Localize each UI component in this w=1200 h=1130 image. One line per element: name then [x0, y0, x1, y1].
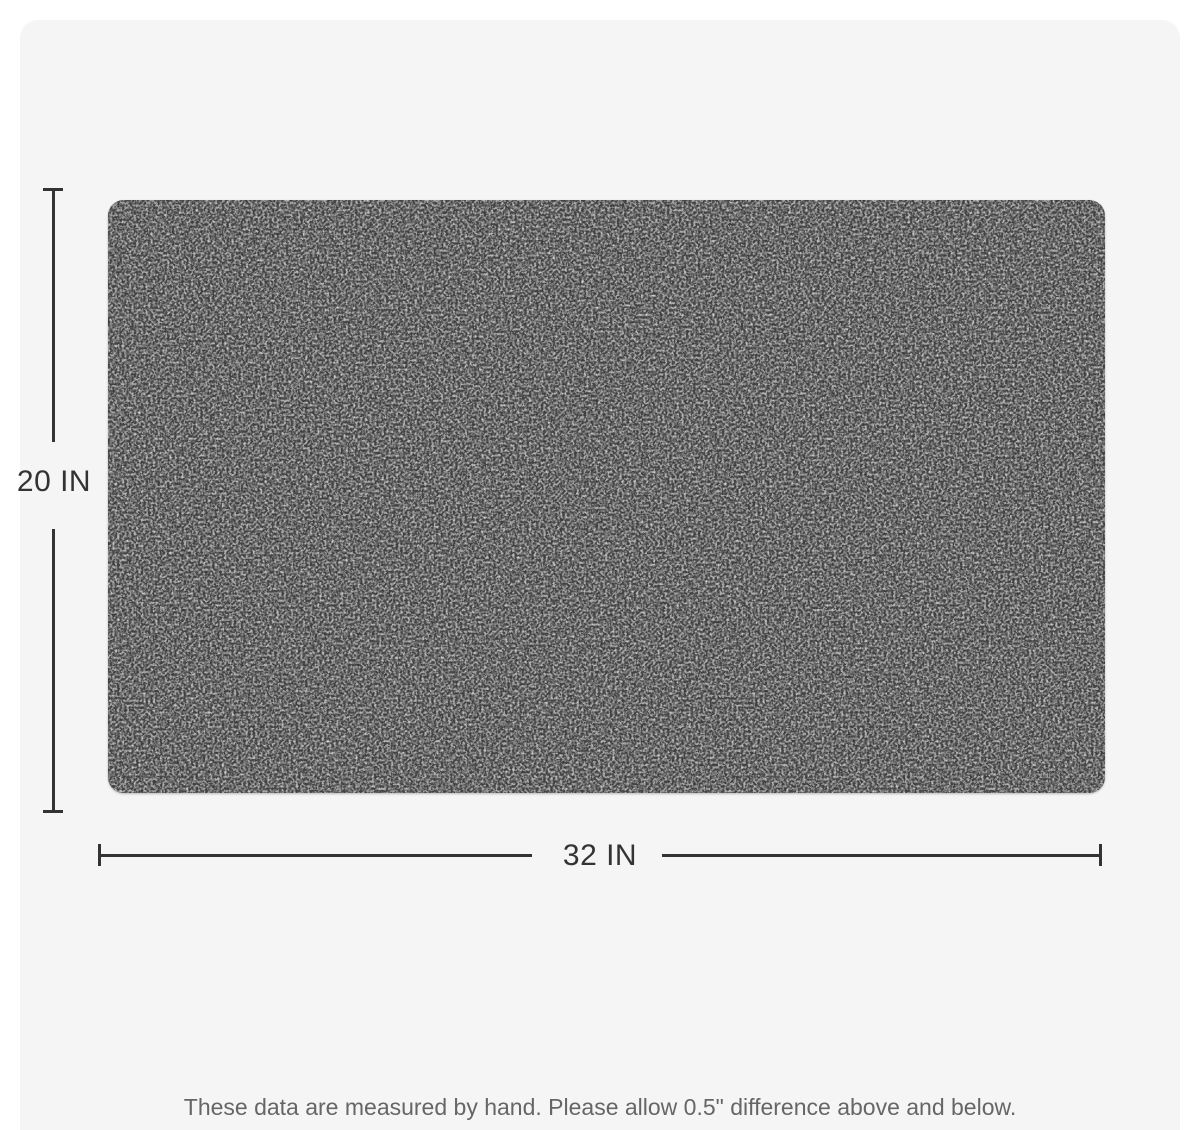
height-dimension-line-upper: [51, 188, 55, 442]
width-dimension-cap-right: [1099, 844, 1102, 866]
width-label: 32 IN: [562, 839, 638, 872]
height-dimension-line-lower: [51, 529, 55, 813]
height-label: 20 IN: [16, 465, 92, 498]
width-dimension-line-right: [662, 853, 1102, 857]
height-dimension-line: [43, 188, 63, 813]
width-dimension-line: [98, 844, 1102, 866]
doormat-image: [108, 200, 1105, 793]
measurement-note: These data are measured by hand. Please …: [183, 1094, 1017, 1120]
width-dimension-line-left: [98, 853, 532, 857]
height-dimension-cap-bottom: [43, 810, 63, 813]
